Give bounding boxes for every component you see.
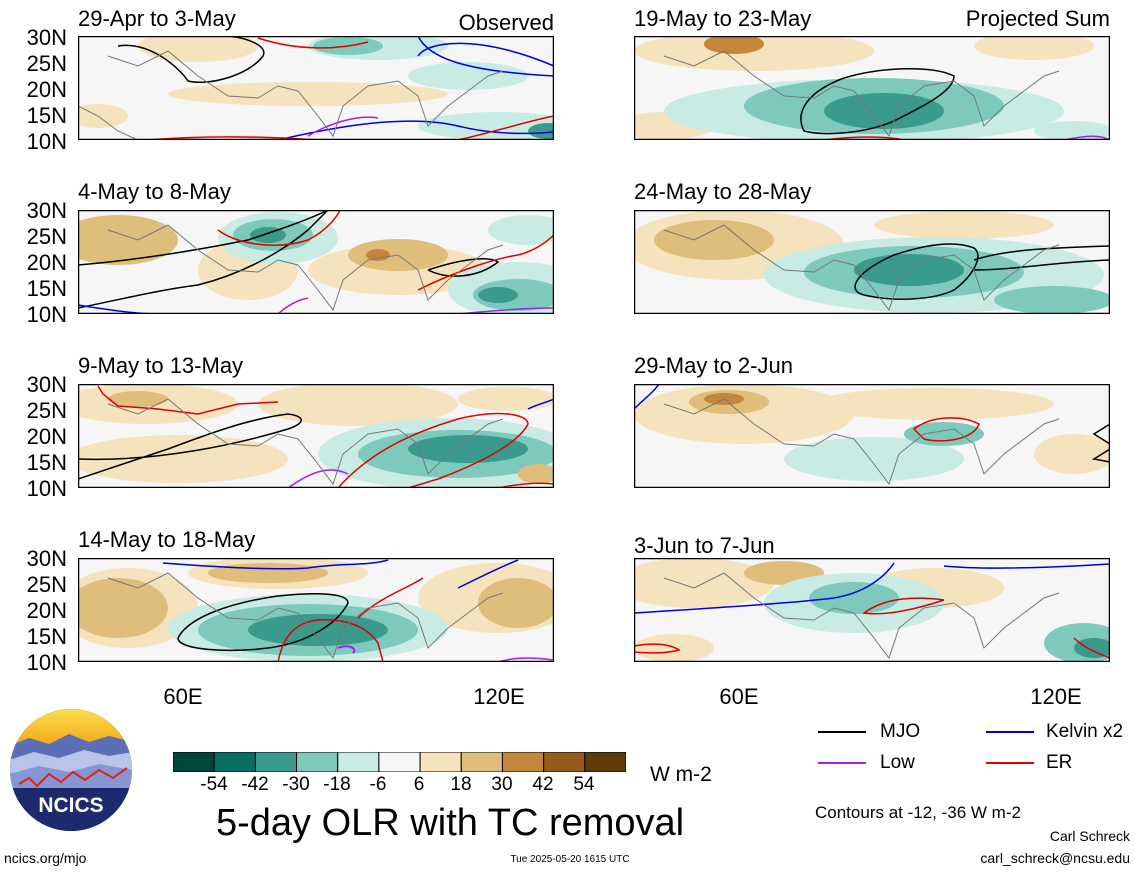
- lat-label: 30N: [26, 198, 67, 223]
- lat-label: 10N: [26, 476, 67, 501]
- olr-map-panel-4: [78, 558, 554, 662]
- legend-label-er: ER: [1046, 752, 1073, 773]
- legend-label-low: Low: [880, 752, 915, 773]
- colorbar-swatch: [584, 751, 627, 773]
- colorbar-swatch: [419, 751, 462, 773]
- colorbar-swatch: [213, 751, 256, 773]
- lat-label: 20N: [26, 250, 67, 275]
- legend-label-mjo: MJO: [880, 721, 921, 742]
- legend-swatch-mjo: [818, 731, 866, 733]
- colorbar-swatch: [501, 751, 545, 773]
- lat-label: 20N: [26, 77, 67, 102]
- colorbar-swatch: [254, 751, 298, 773]
- colorbar-swatch: [296, 751, 339, 773]
- colorbar-tick: -18: [323, 774, 351, 795]
- lat-label: 20N: [26, 424, 67, 449]
- main-title: 5-day OLR with TC removal: [216, 802, 685, 844]
- lon-label: 120E: [1030, 684, 1082, 709]
- panel-tag-observed: Observed: [458, 10, 554, 35]
- panel-title-4: 14-May to 18-May: [78, 527, 256, 552]
- ncics-logo: NCICS: [9, 708, 133, 832]
- colorbar-swatches: [172, 751, 627, 773]
- legend-swatch-er: [986, 762, 1034, 764]
- lat-label: 15N: [26, 103, 67, 128]
- panel-title-8: 3-Jun to 7-Jun: [634, 533, 775, 558]
- olr-map-panel-6: [634, 210, 1110, 314]
- lat-label: 10N: [26, 650, 67, 675]
- site-link[interactable]: ncics.org/mjo: [4, 850, 87, 866]
- colorbar-tick: 54: [573, 774, 595, 795]
- olr-map-panel-7: [634, 384, 1110, 488]
- colorbar-tick: -6: [369, 774, 387, 795]
- olr-map-panel-2: [78, 210, 554, 314]
- colorbar-tick: 30: [491, 774, 513, 795]
- colorbar-swatch: [337, 751, 380, 773]
- lat-label: 30N: [26, 372, 67, 397]
- panel-title-6: 24-May to 28-May: [634, 179, 812, 204]
- lat-label: 20N: [26, 598, 67, 623]
- lon-label: 60E: [719, 684, 759, 709]
- lon-label: 120E: [473, 684, 525, 709]
- lat-label: 25N: [26, 572, 67, 597]
- colorbar-units: W m-2: [650, 763, 712, 786]
- legend-swatch-kelvin: [986, 731, 1034, 733]
- lat-label: 15N: [26, 450, 67, 475]
- logo-text: NCICS: [38, 794, 103, 817]
- olr-map-panel-5: [634, 36, 1110, 140]
- lat-label: 15N: [26, 624, 67, 649]
- olr-map-panel-1: [78, 36, 554, 140]
- author-email: carl_schreck@ncsu.edu: [980, 850, 1130, 866]
- colorbar-tick: -30: [282, 774, 310, 795]
- author-name: Carl Schreck: [1049, 828, 1130, 844]
- panel-title-1: 29-Apr to 3-May: [78, 6, 236, 31]
- colorbar-swatch: [378, 751, 421, 773]
- colorbar-swatch: [172, 751, 215, 773]
- colorbar: [172, 751, 627, 777]
- lat-label: 10N: [26, 129, 67, 154]
- lat-label: 30N: [26, 25, 67, 50]
- panel-title-3: 9-May to 13-May: [78, 353, 244, 378]
- panel-tag-projected: Projected Sum: [965, 6, 1110, 31]
- lat-label: 10N: [26, 302, 67, 327]
- lon-label: 60E: [163, 684, 203, 709]
- olr-map-panel-8: [634, 558, 1110, 662]
- panel-title-5: 19-May to 23-May: [634, 6, 812, 31]
- colorbar-tick: -42: [241, 774, 269, 795]
- legend-label-kelvin: Kelvin x2: [1046, 721, 1124, 742]
- colorbar-swatch: [460, 751, 503, 773]
- panel-title-7: 29-May to 2-Jun: [634, 353, 793, 378]
- colorbar-tick: 6: [413, 774, 425, 795]
- timestamp: Tue 2025-05-20 1615 UTC: [510, 854, 630, 865]
- lat-label: 15N: [26, 276, 67, 301]
- olr-map-panel-3: [78, 384, 554, 488]
- colorbar-tick: 42: [532, 774, 554, 795]
- colorbar-tick: -54: [200, 774, 228, 795]
- panel-title-2: 4-May to 8-May: [78, 179, 231, 204]
- colorbar-tick: 18: [450, 774, 472, 795]
- lat-label: 25N: [26, 224, 67, 249]
- contours-note: Contours at -12, -36 W m-2: [815, 803, 1021, 822]
- legend-swatch-low: [818, 762, 866, 764]
- lat-label: 25N: [26, 398, 67, 423]
- colorbar-swatch: [543, 751, 586, 773]
- lat-label: 25N: [26, 51, 67, 76]
- lat-label: 30N: [26, 546, 67, 571]
